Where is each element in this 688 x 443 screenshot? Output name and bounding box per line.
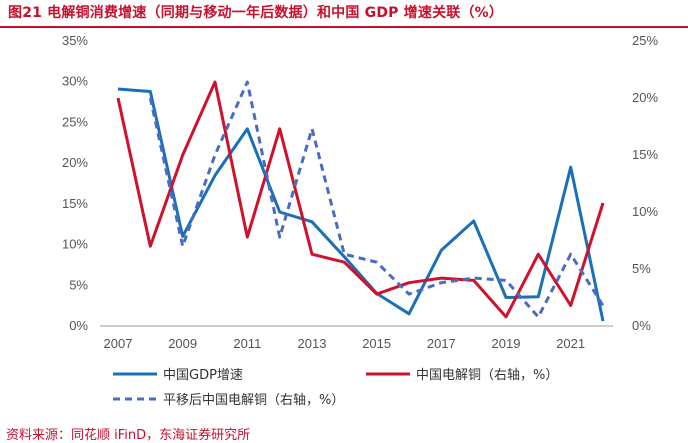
x-tick-label: 2015: [362, 336, 391, 351]
y-left-tick-label: 10%: [62, 237, 88, 252]
x-tick-label: 2021: [556, 336, 585, 351]
legend-gdp-growth-label: 中国GDP增速: [163, 368, 243, 383]
y-left-tick-label: 30%: [62, 74, 88, 89]
x-tick-label: 2019: [492, 336, 521, 351]
source-note: 资料来源：同花顺 iFinD，东海证券研究所: [6, 428, 251, 443]
y-left-tick-label: 5%: [69, 277, 88, 292]
series-line-copper-consumption: [116, 80, 605, 319]
x-tick-label: 2013: [298, 336, 327, 351]
y-left-tick-label: 0%: [69, 318, 88, 333]
y-right-tick-label: 10%: [632, 204, 658, 219]
y-right-tick-label: 25%: [632, 33, 658, 48]
x-tick-label: 2009: [168, 336, 197, 351]
y-right-tick-label: 20%: [632, 90, 658, 105]
series-line-copper-shifted: [148, 80, 605, 319]
x-tick-label: 2011: [233, 336, 261, 351]
chart-title: 图21 电解铜消费增速（同期与移动一年后数据）和中国 GDP 增速关联（%）: [8, 5, 504, 21]
y-left-tick-label: 25%: [62, 114, 88, 129]
y-left-tick-label: 20%: [62, 155, 88, 170]
x-tick-label: 2007: [104, 336, 133, 351]
series-line-gdp-growth: [117, 87, 605, 322]
y-right-tick-label: 5%: [632, 261, 651, 276]
legend-copper-shifted-label: 平移后中国电解铜（右轴，%）: [163, 393, 344, 408]
x-tick-label: 2017: [427, 336, 456, 351]
y-left-tick-label: 15%: [62, 196, 88, 211]
y-right-tick-label: 0%: [632, 318, 651, 333]
y-left-tick-label: 35%: [62, 33, 88, 48]
title-rule: [0, 26, 688, 28]
y-right-tick-label: 15%: [632, 147, 658, 162]
legend-copper-consumption-label: 中国电解铜（右轴，%）: [416, 368, 558, 383]
